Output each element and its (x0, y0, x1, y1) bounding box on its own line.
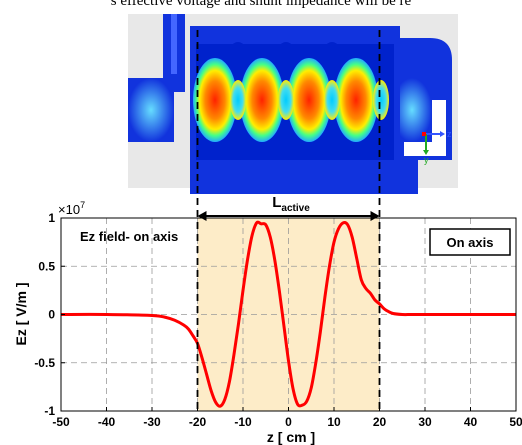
y-tick-label: -0.5 (34, 356, 55, 370)
x-tick-label: -50 (52, 415, 70, 429)
x-tick-label: 0 (285, 415, 292, 429)
axis-indicator: z y (422, 129, 452, 165)
x-tick-label: -20 (189, 415, 207, 429)
series-line-ez (60, 220, 516, 408)
y-tick-label: 0 (48, 308, 55, 322)
svg-text:Lactive: Lactive (272, 194, 310, 214)
cavity-field-illustration: z y (128, 14, 458, 194)
x-axis-label: z [ cm ] (267, 429, 315, 445)
axis-ticks (60, 217, 517, 412)
legend-box (429, 228, 511, 256)
active-length-arrow: Lactive (197, 194, 380, 221)
active-length-sub: active (281, 203, 310, 214)
field-cells (193, 42, 389, 160)
series-layer (60, 220, 516, 408)
x-tick-label: 40 (464, 415, 478, 429)
axis-y-label: y (424, 155, 429, 165)
y-tick-label: -1 (44, 404, 55, 418)
y-tick-label: 0.5 (38, 259, 55, 273)
x-tick-labels: -50 -40 -30 -20 -10 0 10 20 30 40 50 (52, 415, 522, 429)
y-tick-labels: -1 -0.5 0 0.5 1 (34, 211, 55, 418)
x-tick-label: -10 (234, 415, 252, 429)
chart-title: Ez field- on axis (80, 229, 178, 244)
x-tick-label: 50 (509, 415, 522, 429)
active-length-label: L (272, 194, 281, 211)
x-tick-label: -30 (143, 415, 161, 429)
axis-z-label: z (447, 129, 452, 139)
left-beam-pipe (128, 78, 174, 142)
legend-label: On axis (447, 235, 494, 250)
header-text-line: s effective voltage and shunt impedance … (110, 0, 412, 9)
x-tick-label: 10 (327, 415, 341, 429)
x-tick-label: -40 (98, 415, 116, 429)
y-axis-label: Ez [ V/m ] (13, 282, 29, 345)
y-multiplier: ×107 (58, 200, 85, 217)
x-tick-label: 30 (418, 415, 432, 429)
y-tick-label: 1 (48, 211, 55, 225)
x-tick-label: 20 (373, 415, 387, 429)
